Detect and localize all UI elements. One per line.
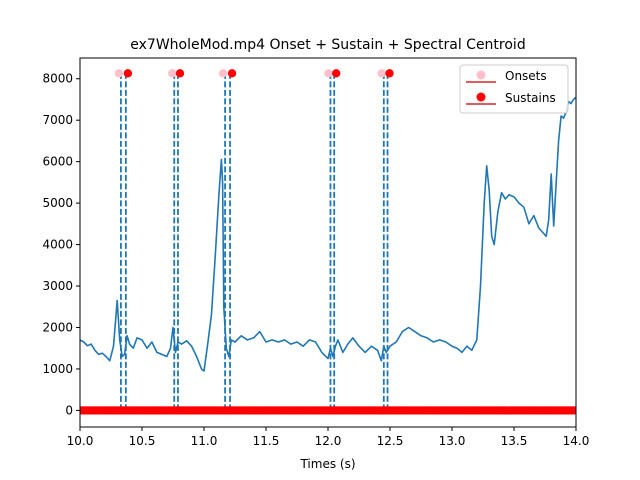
x-tick-label-5: 12.5: [377, 434, 404, 448]
legend-sustains-label: Sustains: [505, 91, 556, 105]
y-tick-label-8: 8000: [42, 72, 73, 86]
centroid-line: [80, 96, 576, 372]
x-tick-label-8: 14.0: [563, 434, 590, 448]
x-tick-label-0: 10.0: [67, 434, 94, 448]
y-tick-label-4: 4000: [42, 238, 73, 252]
legend: Onsets Sustains: [459, 64, 569, 114]
onset-marker-0: [114, 69, 124, 78]
sustain-marker-1: [175, 69, 185, 78]
onset-marker-1: [168, 69, 177, 78]
sustain-marker-2: [227, 69, 237, 78]
y-tick-label-1: 1000: [42, 362, 73, 376]
onset-marker-3: [324, 69, 333, 78]
x-axis: 10.0 10.5 11.0 11.5 12.0 12.5 13.0 13.5 14.0: [67, 427, 590, 448]
legend-frame: [459, 64, 569, 114]
baseline-marker: [571, 406, 576, 415]
x-tick-label-2: 11.0: [191, 434, 218, 448]
plot-area: [80, 69, 576, 415]
x-tick-label-6: 13.0: [439, 434, 466, 448]
sustain-marker-3: [332, 69, 341, 78]
sustain-marker-0: [123, 69, 133, 78]
onset-marker-2: [218, 69, 228, 78]
chart-title: ex7WholeMod.mp4 Onset + Sustain + Spectr…: [130, 37, 525, 53]
y-tick-label-3: 3000: [42, 279, 73, 293]
legend-sustains-marker: [476, 92, 486, 102]
y-tick-label-0: 0: [65, 403, 73, 417]
onset-marker-4: [377, 69, 386, 78]
x-tick-label-4: 12.0: [315, 434, 342, 448]
y-tick-label-2: 2000: [42, 320, 73, 334]
x-tick-label-1: 10.5: [129, 434, 156, 448]
y-tick-label-7: 7000: [42, 113, 73, 127]
legend-onsets-label: Onsets: [505, 69, 547, 83]
sustain-marker-4: [385, 69, 394, 78]
y-tick-label-6: 6000: [42, 155, 73, 169]
x-tick-label-3: 11.5: [253, 434, 280, 448]
x-tick-label-7: 13.5: [501, 434, 528, 448]
y-axis: 0 1000 2000 3000 4000 5000 6000 7000 8000: [42, 72, 80, 417]
y-tick-label-5: 5000: [42, 196, 73, 210]
x-axis-label: Times (s): [299, 457, 355, 471]
legend-onsets-marker: [476, 70, 486, 80]
